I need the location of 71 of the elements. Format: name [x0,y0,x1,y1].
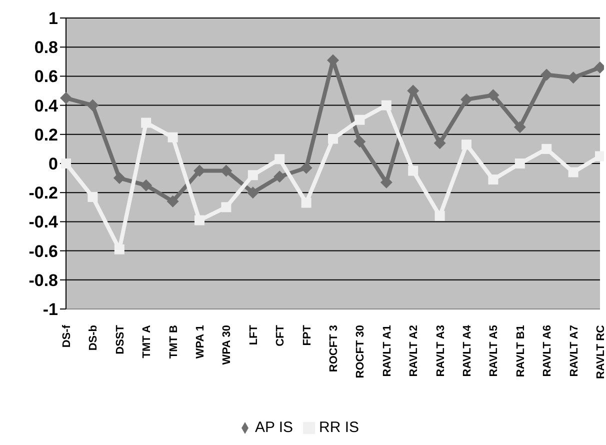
point [274,154,285,164]
point [567,72,580,84]
point [487,89,500,102]
x-tick-label: TMT B [168,324,180,359]
point [194,215,204,226]
point [246,186,259,199]
point [113,172,126,184]
x-tick-label: RAVLT A3 [434,325,447,377]
point [595,151,604,162]
point [194,164,206,177]
point [300,162,312,174]
point [381,100,392,110]
x-tick-label: FPT [301,324,314,346]
y-tick-label: 0.2 [34,125,58,144]
x-tick-label: RAVLT A7 [568,325,580,377]
point [274,170,286,183]
point [301,198,312,208]
y-tick-label: 0.6 [34,67,58,86]
x-tick-label: RAVLT A6 [542,325,554,377]
point [434,137,446,150]
point [88,192,98,202]
y-tick-label: -1 [42,300,58,320]
point [354,114,365,125]
point [514,121,526,134]
y-tick-label: -0.4 [28,212,59,232]
x-tick-label: LFT [248,324,260,346]
y-tick-label: 1 [48,9,58,28]
point [460,93,472,106]
point [60,92,72,104]
y-tick-label: 0.8 [34,38,58,58]
point [221,202,232,212]
point [408,166,418,176]
point [354,136,366,148]
x-tick-label: ROCFT 30 [354,325,367,378]
x-tick-label: RAVLT RC [595,324,606,379]
point [540,68,553,81]
x-tick-label: RAVLT A4 [462,324,474,377]
point [141,118,152,128]
point [114,244,124,254]
point [140,179,152,192]
point [542,144,552,154]
point [568,167,578,178]
y-tick-label: -0.8 [28,270,58,290]
point [86,99,99,112]
x-tick-label: WPA 30 [221,325,234,365]
legend-label: AP IS [254,419,294,436]
point [328,134,338,144]
x-tick-label: WPA 1 [194,325,206,359]
legend-label: RR IS [319,419,360,436]
y-tick-label: 0 [48,154,58,174]
point [488,174,498,185]
point [380,176,392,188]
y-tick-label: -0.6 [28,242,58,261]
y-tick-label: 0.4 [34,96,59,116]
y-tick-label: -0.2 [28,184,58,203]
x-tick-label: RAVLT B1 [514,325,527,378]
x-tick-label: ROCFT 3 [328,325,340,372]
x-tick-label: DS-f [61,324,73,348]
x-tick-label: RAVLT A2 [408,325,420,377]
point [434,210,445,221]
x-tick-label: DSST [114,324,126,354]
x-tick-label: CFT [274,324,287,346]
point [168,132,178,142]
x-tick-label: RAVLT A5 [488,325,500,377]
point [514,158,525,168]
x-tick-label: RAVLT A1 [381,325,394,377]
point [166,195,179,208]
x-tick-label: TMT A [141,324,154,358]
point [248,170,258,180]
point [462,140,472,150]
x-tick-label: DS-b [88,324,100,351]
